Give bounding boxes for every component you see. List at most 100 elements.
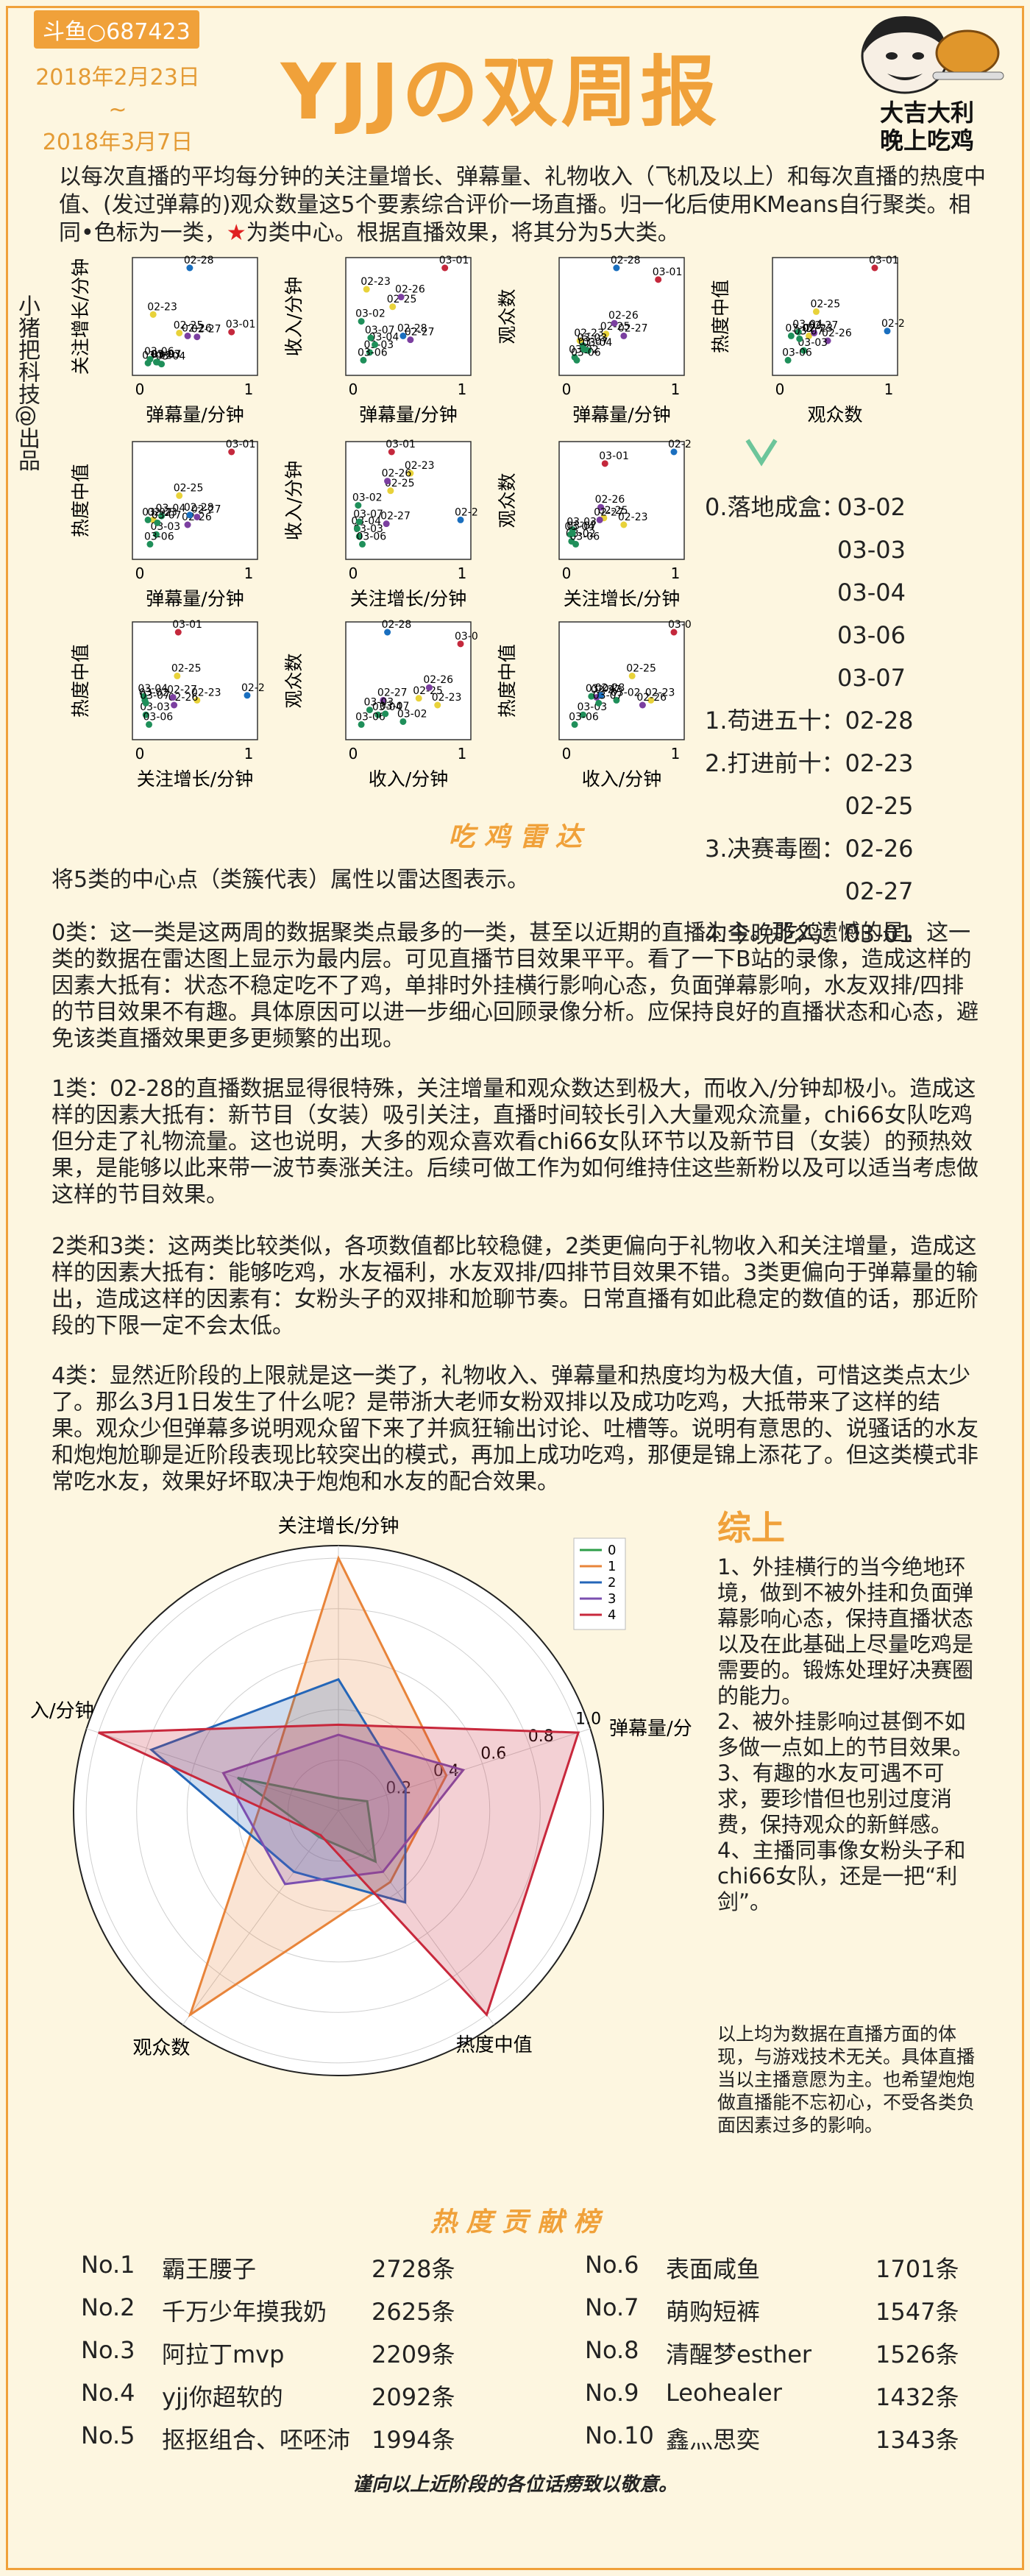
scatter-point <box>355 518 363 526</box>
point-label: 02-27 <box>594 506 624 518</box>
scatter-point <box>571 721 578 728</box>
scatter-point <box>603 330 610 338</box>
point-label: 02-26 <box>595 494 625 506</box>
x-axis-label: 关注增长/分钟 <box>350 588 466 609</box>
y-axis-label: 观众数 <box>497 289 518 344</box>
plot-area <box>772 257 898 376</box>
x-axis-label: 弹幕量/分钟 <box>572 404 670 425</box>
y-axis-label: 关注增长/分钟 <box>70 258 91 375</box>
point-label: 03-07 <box>380 701 410 712</box>
date-range: 2018年2月23日 ~ 2018年3月7日 <box>29 62 206 159</box>
scatter-point <box>611 319 618 327</box>
cluster-label: 1.苟进五十： <box>705 707 845 735</box>
scatter-point <box>601 460 608 467</box>
scatter-point <box>569 530 576 537</box>
point-label: 02-26 <box>382 468 412 480</box>
leaderboard-row: No.8 清醒梦esther 1526条 <box>585 2336 979 2370</box>
point-label: 03-01 <box>599 450 629 462</box>
x-tick-label: 0 <box>349 745 358 762</box>
scatter-point <box>613 696 620 704</box>
radar-spoke <box>86 1728 339 1811</box>
danmaku-count: 1432条 <box>876 2383 959 2411</box>
point-label: 03-04 <box>792 319 823 330</box>
scatter-point <box>176 492 183 499</box>
scatter-point <box>358 318 365 325</box>
scatter-point <box>595 699 603 707</box>
point-label: 02-23 <box>360 276 391 288</box>
scatter-point <box>796 335 803 342</box>
legend-label: 3 <box>608 1591 616 1607</box>
x-tick-label: 0 <box>135 565 145 582</box>
scatter-point <box>572 540 580 548</box>
point-label: 03-07 <box>365 325 395 336</box>
point-label: 02-27 <box>591 684 621 696</box>
star-icon: ★ <box>226 220 246 246</box>
point-label: 02-23 <box>645 687 675 698</box>
point-label: 03-07 <box>140 690 170 701</box>
danmaku-count: 1547条 <box>876 2298 959 2326</box>
point-label: 03-01 <box>439 255 469 266</box>
scatter-point <box>647 696 655 704</box>
x-axis-label: 弹幕量/分钟 <box>359 404 457 425</box>
cluster-dates: 02-23 02-25 <box>845 742 1021 827</box>
rank-label: No.7 <box>585 2293 639 2321</box>
scatter-point <box>140 693 147 700</box>
summary-point-2: 2、被外挂影响过甚倒不如多做一点如上的节目效果。 <box>717 1709 974 1760</box>
scatter-point <box>355 533 363 540</box>
scatter-point <box>366 349 373 356</box>
mascot-meme: 大吉大利 晚上吃鸡 <box>861 16 1004 155</box>
point-label: 03-03 <box>353 523 383 535</box>
scatter-point <box>382 710 389 718</box>
scatter-point <box>425 684 433 691</box>
point-label: 02-28 <box>595 682 625 694</box>
point-label: 03-03 <box>363 697 394 709</box>
scatter-point <box>171 701 178 709</box>
cluster-dates: 03-01 <box>845 913 1021 955</box>
scatter-point <box>384 478 391 485</box>
scatter-point <box>415 695 422 702</box>
leaderboard-footer: 谨向以上近阶段的各位话痨致以敬意。 <box>352 2474 678 2496</box>
danmaku-count: 2209条 <box>372 2340 455 2368</box>
point-label: 03-01 <box>668 619 692 631</box>
scatter-point <box>576 337 583 344</box>
x-tick-label: 1 <box>671 745 681 762</box>
x-tick-label: 0 <box>775 381 785 398</box>
x-tick-label: 1 <box>671 381 681 398</box>
scatter-point <box>174 629 182 636</box>
scatter-point <box>784 356 792 364</box>
point-label: 02-28 <box>611 255 641 266</box>
user-name: 清醒梦esther <box>666 2340 812 2368</box>
scatter-point <box>588 693 595 700</box>
scatter-point <box>811 329 818 336</box>
plot-area <box>345 621 472 740</box>
scatter-point <box>158 512 166 520</box>
scatter-point <box>149 311 157 318</box>
x-axis-label: 关注增长/分钟 <box>137 768 253 790</box>
summary-point-3: 3、有趣的水友可遇不可求，要珍惜但也别过度消费，保持观众的新鲜感。 <box>717 1761 953 1837</box>
cluster-date: 03-02 <box>837 493 906 521</box>
point-label: 02-27 <box>405 327 435 339</box>
point-label: 03-07 <box>593 690 623 701</box>
point-label: 03-06 <box>355 711 386 723</box>
user-name: 阿拉丁mvp <box>162 2340 285 2368</box>
scatter-point <box>457 640 464 648</box>
summary-list: 1、外挂横行的当今绝地环境，做到不被外挂和负面弹幕影响心态，保持直播状态以及在此… <box>717 1554 975 1915</box>
cluster-label: 4.今晚吃鸡： <box>705 920 845 948</box>
scatter-point <box>812 308 820 315</box>
x-tick-label: 1 <box>244 381 254 398</box>
point-label: 03-02 <box>785 322 815 334</box>
x-tick-label: 0 <box>562 381 572 398</box>
point-label: 02-25 <box>385 478 415 489</box>
leaderboard-row: No.1 霸王腰子 2728条 <box>81 2251 475 2285</box>
point-label: 03-07 <box>353 509 383 520</box>
scatter-point <box>144 516 152 523</box>
scatter-point <box>407 470 414 477</box>
x-tick-label: 0 <box>349 381 358 398</box>
paragraph-class-2-3: 2类和3类：这两类比较类似，各项数值都比较稳健，2类更偏向于礼物收入和关注增量，… <box>52 1234 979 1339</box>
leaderboard-title: 热 度 贡 献 榜 <box>430 2207 600 2237</box>
cluster-date: 02-25 <box>845 792 914 820</box>
rank-label: No.5 <box>81 2421 135 2449</box>
cluster-date: 02-27 <box>845 877 914 905</box>
plot-area <box>345 441 472 560</box>
